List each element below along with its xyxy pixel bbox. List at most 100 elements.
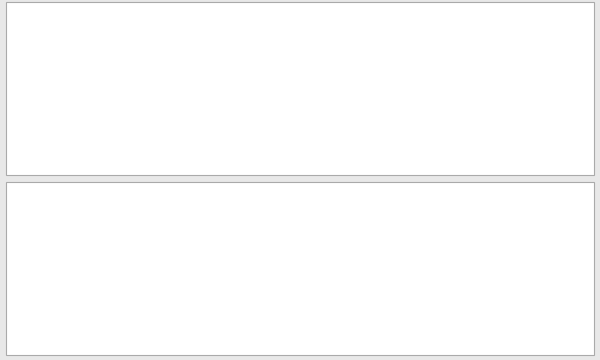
Text: B: B	[428, 17, 434, 26]
Bar	[452, 268, 495, 285]
Text: 0.88: 0.88	[421, 307, 442, 316]
Text: Weight: Weight	[502, 197, 536, 206]
Text: 盒装量: 盒装量	[562, 211, 575, 217]
Text: C: C	[193, 303, 198, 312]
Bar	[452, 54, 495, 71]
Bar	[134, 210, 139, 237]
Text: 盒装量: 盒装量	[562, 31, 575, 37]
Text: PC214: PC214	[274, 238, 302, 247]
Bar	[495, 234, 542, 251]
Bar	[495, 2, 542, 54]
Text: 1/4: 1/4	[340, 58, 354, 67]
Bar	[410, 105, 452, 123]
Bar	[125, 44, 154, 60]
Bar	[146, 297, 165, 319]
Text: Part No.: Part No.	[268, 197, 307, 206]
Bar	[151, 210, 155, 237]
Bar	[325, 268, 368, 285]
Bar	[125, 210, 130, 237]
Bar	[368, 88, 410, 105]
Text: 0.71: 0.71	[464, 255, 484, 264]
Text: 订货号: 订货号	[281, 31, 294, 37]
Bar	[495, 320, 542, 337]
Bar	[495, 337, 542, 355]
Bar	[325, 320, 368, 337]
Text: 1.12: 1.12	[421, 161, 442, 171]
Text: 2.78: 2.78	[379, 307, 399, 316]
Bar	[495, 123, 542, 140]
Bar	[452, 88, 495, 105]
Bar	[250, 337, 325, 355]
Bar	[250, 71, 325, 88]
Text: 0.71: 0.71	[464, 75, 484, 84]
Bar	[452, 140, 495, 157]
Bar	[542, 105, 594, 123]
Bar	[250, 285, 325, 303]
Bar	[410, 285, 452, 303]
Bar	[495, 182, 542, 234]
Bar	[410, 157, 452, 175]
Text: PC225: PC225	[274, 75, 302, 84]
Text: 0.96: 0.96	[464, 307, 484, 316]
Text: 1/2: 1/2	[340, 307, 354, 316]
Text: 45 Degree: 45 Degree	[12, 23, 80, 36]
Bar	[452, 285, 495, 303]
Text: 0.96: 0.96	[464, 127, 484, 136]
Bar	[410, 303, 452, 320]
Text: 1/2: 1/2	[340, 324, 354, 333]
Text: PC514: PC514	[274, 324, 302, 333]
Bar	[160, 210, 164, 237]
Bar	[452, 182, 495, 234]
Bar	[542, 285, 594, 303]
Text: (in.): (in.)	[467, 211, 481, 217]
Bar	[368, 303, 410, 320]
Bar	[140, 123, 186, 146]
Bar	[325, 337, 368, 355]
Bar	[410, 234, 452, 251]
Bar	[250, 320, 325, 337]
Bar	[250, 268, 325, 285]
Bar	[495, 251, 542, 268]
Text: PC215: PC215	[274, 255, 302, 264]
Bar	[410, 268, 452, 285]
Bar	[325, 285, 368, 303]
Text: C: C	[200, 130, 205, 139]
Text: A: A	[386, 17, 392, 26]
Text: 1.78: 1.78	[379, 255, 399, 264]
Bar	[325, 2, 368, 54]
Text: 0.71: 0.71	[464, 238, 484, 247]
Text: 3.50: 3.50	[379, 341, 399, 351]
Bar	[325, 123, 368, 140]
Text: 5/16: 5/16	[337, 75, 357, 84]
Text: PC316: PC316	[273, 289, 302, 299]
Bar	[495, 285, 542, 303]
Text: 4.18: 4.18	[379, 144, 399, 153]
Bar	[368, 157, 410, 175]
Text: 1.78: 1.78	[379, 238, 399, 247]
Bar	[495, 268, 542, 285]
Bar	[162, 36, 166, 68]
Text: 1/4: 1/4	[340, 238, 354, 247]
Text: 0.96: 0.96	[464, 109, 484, 119]
Bar	[250, 303, 325, 320]
Bar	[179, 36, 184, 68]
Text: 3/4: 3/4	[340, 161, 354, 171]
Bar	[154, 36, 158, 68]
Bar	[495, 88, 542, 105]
Text: 1.78: 1.78	[379, 272, 399, 282]
Bar	[205, 39, 223, 65]
Bar	[368, 234, 410, 251]
Bar	[250, 123, 325, 140]
Bar	[154, 36, 205, 68]
Bar	[452, 234, 495, 251]
Bar	[188, 36, 192, 68]
Bar	[542, 268, 594, 285]
Bar	[542, 54, 594, 71]
Bar	[410, 320, 452, 337]
Bar	[368, 268, 410, 285]
Text: PC526: PC526	[274, 161, 302, 171]
Bar	[250, 140, 325, 157]
Bar	[452, 71, 495, 88]
Bar	[410, 54, 452, 71]
Text: Package: Package	[548, 197, 588, 206]
